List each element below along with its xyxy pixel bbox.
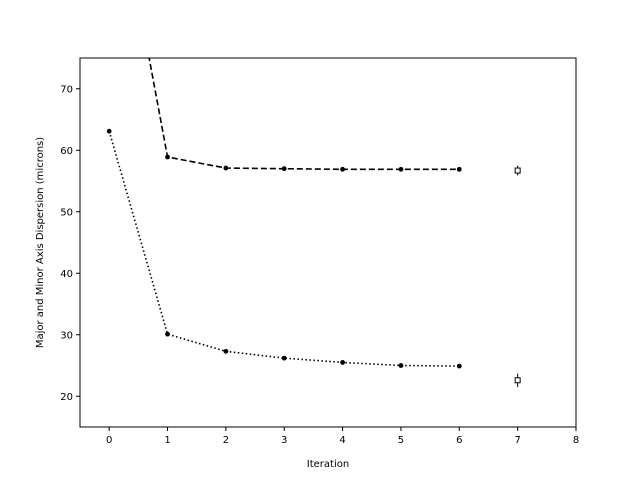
x-tick-label: 7 <box>514 435 520 446</box>
x-tick-label: 8 <box>573 435 579 446</box>
x-tick-label: 5 <box>398 435 404 446</box>
y-tick-label: 70 <box>60 84 73 95</box>
y-tick-label: 30 <box>60 330 73 341</box>
series-2-point <box>456 363 462 369</box>
x-tick-label: 3 <box>281 435 287 446</box>
plot-background <box>80 58 576 427</box>
x-axis-label: Iteration <box>307 459 349 470</box>
x-tick-label: 4 <box>339 435 345 446</box>
x-tick-label: 1 <box>164 435 170 446</box>
series-2-point <box>106 128 112 134</box>
y-tick-label: 50 <box>60 207 73 218</box>
series-2-point <box>223 348 229 354</box>
series-1-point <box>165 154 170 160</box>
x-tick-label: 6 <box>456 435 462 446</box>
errorbar-1-marker <box>514 167 521 174</box>
series-2-point <box>340 360 345 365</box>
y-tick-label: 40 <box>60 269 73 280</box>
series-2-point <box>281 355 287 361</box>
series-1-point <box>456 166 462 172</box>
errorbar-layer <box>514 165 521 388</box>
x-tick-label: 0 <box>106 435 112 446</box>
series-2-point <box>398 363 404 368</box>
series-1-point <box>223 165 229 171</box>
plot-frame <box>79 57 577 428</box>
errorbar-2-marker <box>514 377 521 384</box>
x-axis: 0 1 2 3 4 5 6 7 8 <box>106 427 579 446</box>
series-2-point <box>165 331 170 337</box>
y-axis: 20 30 40 50 60 70 <box>60 84 80 403</box>
series-1-point <box>398 166 404 172</box>
series-1-point <box>281 166 287 172</box>
series-1-point <box>340 166 345 172</box>
y-tick-label: 20 <box>60 392 73 403</box>
y-tick-label: 60 <box>60 146 73 157</box>
x-tick-label: 2 <box>223 435 229 446</box>
y-axis-label: Major and Minor Axis Dispersion (microns… <box>35 137 46 348</box>
series-layer <box>106 58 462 369</box>
